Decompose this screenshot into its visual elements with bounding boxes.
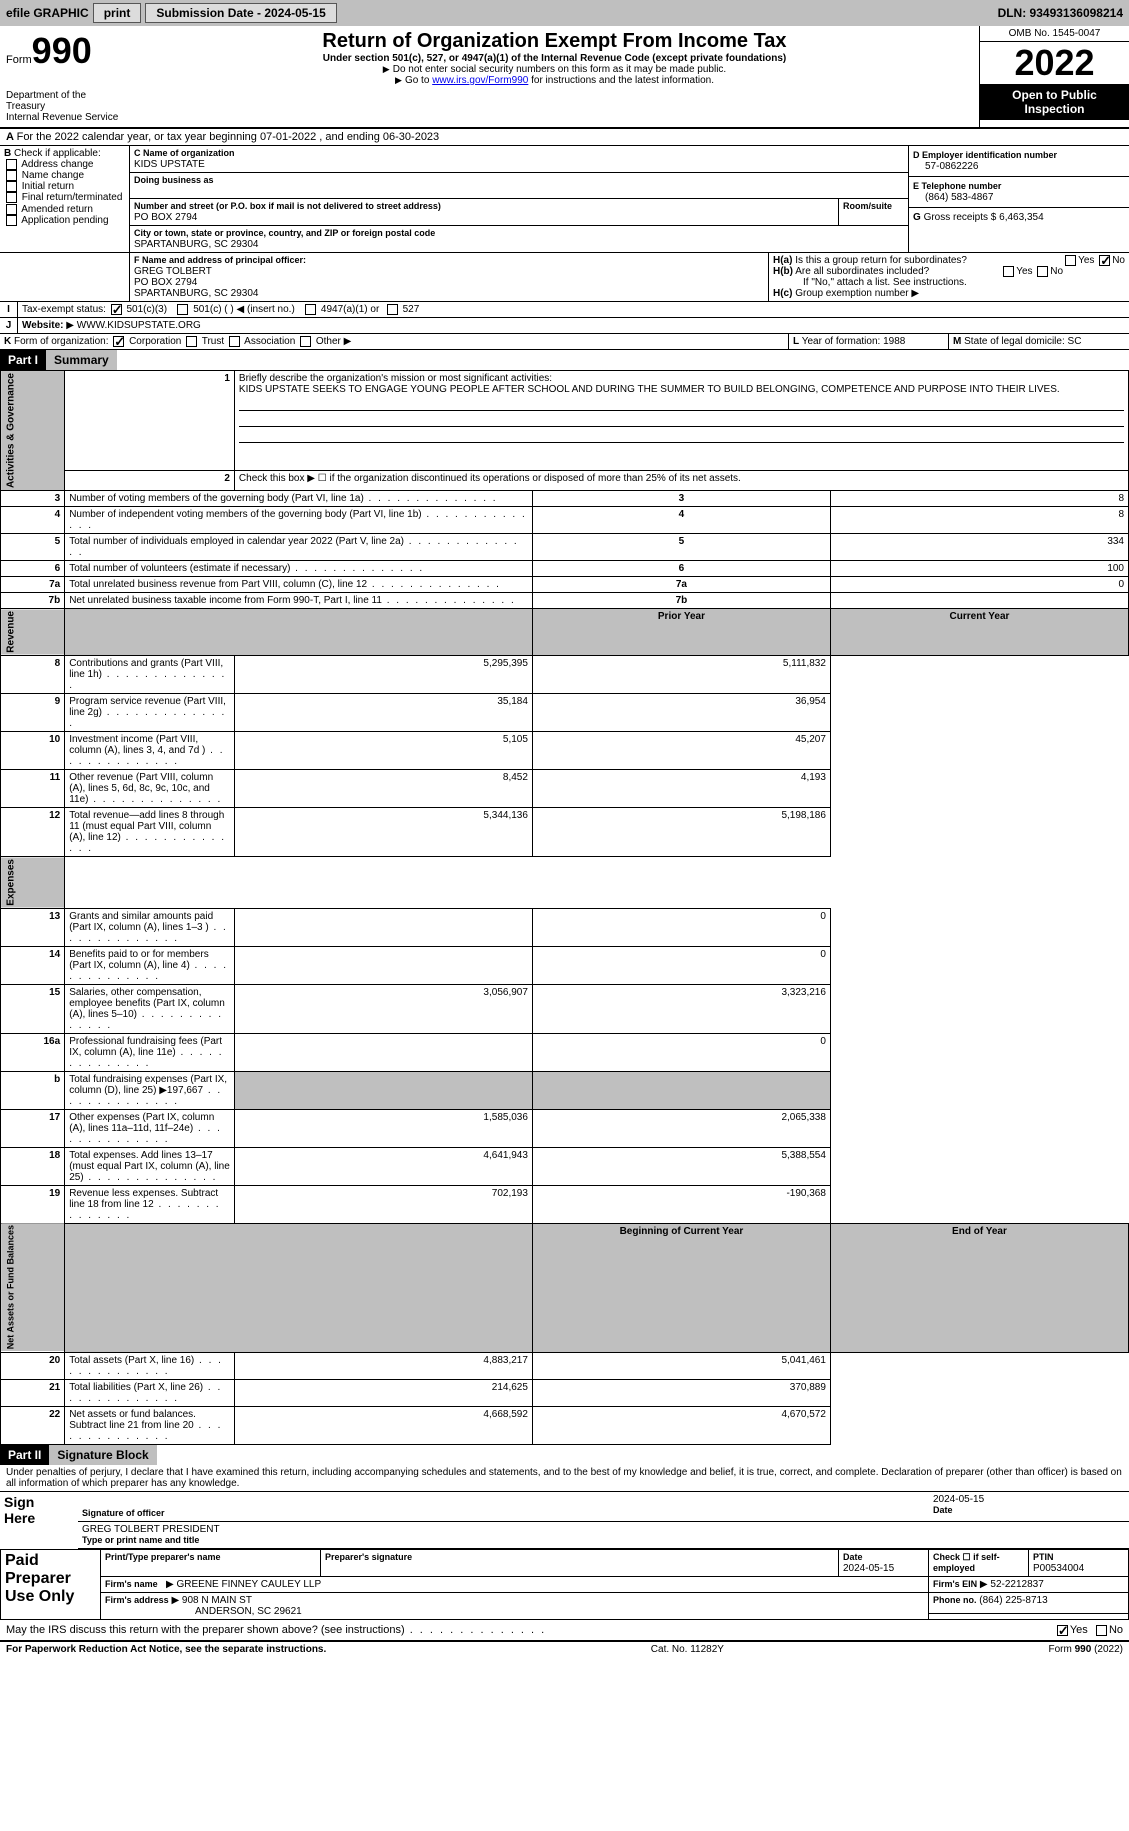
page-footer: For Paperwork Reduction Act Notice, see …	[0, 1641, 1129, 1657]
sign-here-block: Sign Here Signature of officer 2024-05-1…	[0, 1492, 1129, 1550]
efile-label: efile GRAPHIC	[6, 6, 89, 20]
year-formed: 1988	[883, 336, 905, 347]
checkb-amended-return: Amended return	[4, 204, 125, 215]
section-klm: K Form of organization: Corporation Trus…	[0, 334, 1129, 350]
corp-check[interactable]	[113, 336, 124, 347]
hb-no[interactable]	[1037, 266, 1048, 277]
officer-name: GREG TOLBERT	[134, 266, 212, 277]
instr1: Do not enter social security numbers on …	[134, 64, 975, 75]
irs-label: Internal Revenue Service	[6, 112, 124, 123]
hb-yes[interactable]	[1003, 266, 1014, 277]
omb-label: OMB No. 1545-0047	[980, 26, 1129, 42]
part2-header: Part IISignature Block	[0, 1445, 1129, 1465]
officer-name-title: GREG TOLBERT PRESIDENT	[82, 1524, 220, 1535]
public-badge: Open to Public Inspection	[980, 84, 1129, 120]
city: SPARTANBURG, SC 29304	[134, 239, 259, 250]
irs-link[interactable]: www.irs.gov/Form990	[432, 75, 528, 86]
declaration: Under penalties of perjury, I declare th…	[0, 1465, 1129, 1492]
form-title: Return of Organization Exempt From Incom…	[134, 30, 975, 53]
vtab-netassets: Net Assets or Fund Balances	[1, 1223, 65, 1352]
section-i: I Tax-exempt status: 501(c)(3) 501(c) ( …	[0, 302, 1129, 318]
year-block: OMB No. 1545-0047 2022 Open to Public In…	[979, 26, 1129, 127]
top-bar: efile GRAPHIC print Submission Date - 20…	[0, 0, 1129, 26]
section-b: B Check if applicable: Address change Na…	[0, 146, 130, 252]
title-block: Return of Organization Exempt From Incom…	[130, 26, 979, 127]
info-block: B Check if applicable: Address change Na…	[0, 146, 1129, 253]
checkb-final-return-terminated: Final return/terminated	[4, 192, 125, 203]
discuss-row: May the IRS discuss this return with the…	[0, 1620, 1129, 1641]
form-id-block: Form990 Department of the Treasury Inter…	[0, 26, 130, 127]
tax-year: 2022	[980, 42, 1129, 84]
subtitle: Under section 501(c), 527, or 4947(a)(1)…	[134, 53, 975, 64]
phone: (864) 583-4867	[913, 192, 993, 203]
submission-button[interactable]: Submission Date - 2024-05-15	[145, 3, 336, 23]
sig-date: 2024-05-15	[933, 1494, 984, 1505]
prep-phone: (864) 225-8713	[979, 1595, 1047, 1606]
print-button[interactable]: print	[93, 3, 142, 23]
part1-table: Activities & Governance 1 Briefly descri…	[0, 370, 1129, 1445]
org-name: KIDS UPSTATE	[134, 159, 205, 170]
checkb-initial-return: Initial return	[4, 181, 125, 192]
vtab-revenue: Revenue	[1, 609, 65, 656]
ptin: P00534004	[1033, 1563, 1084, 1574]
gross-receipts: 6,463,354	[999, 212, 1044, 223]
dept-label: Department of the Treasury	[6, 90, 124, 112]
firm-name: GREENE FINNEY CAULEY LLP	[176, 1579, 321, 1590]
section-fh: F Name and address of principal officer:…	[0, 253, 1129, 302]
ha-yes[interactable]	[1065, 255, 1076, 266]
checkb-address-change: Address change	[4, 159, 125, 170]
dln-label: DLN: 93493136098214	[998, 6, 1123, 20]
discuss-no[interactable]	[1096, 1625, 1107, 1636]
checkb-name-change: Name change	[4, 170, 125, 181]
vtab-activities: Activities & Governance	[1, 371, 65, 491]
section-a: A For the 2022 calendar year, or tax yea…	[0, 129, 1129, 146]
instr2: Go to www.irs.gov/Form990 for instructio…	[134, 75, 975, 86]
ein: 57-0862226	[913, 161, 978, 172]
checkb-application-pending: Application pending	[4, 215, 125, 226]
vtab-expenses: Expenses	[1, 857, 65, 909]
form-header: Form990 Department of the Treasury Inter…	[0, 26, 1129, 129]
paid-preparer-block: Paid Preparer Use Only Print/Type prepar…	[0, 1549, 1129, 1620]
discuss-yes[interactable]	[1057, 1625, 1068, 1636]
section-deg: D Employer identification number57-08622…	[909, 146, 1129, 252]
section-j: J Website: ▶ WWW.KIDSUPSTATE.ORG	[0, 318, 1129, 334]
form-number: 990	[32, 30, 92, 71]
ha-no[interactable]	[1099, 255, 1110, 266]
501c3-check[interactable]	[111, 304, 122, 315]
domicile: SC	[1068, 336, 1082, 347]
firm-ein: 52-2212837	[990, 1579, 1043, 1590]
street: PO BOX 2794	[134, 212, 197, 223]
mission-text: KIDS UPSTATE SEEKS TO ENGAGE YOUNG PEOPL…	[239, 384, 1060, 395]
section-c: C Name of organizationKIDS UPSTATE Doing…	[130, 146, 909, 252]
form-word: Form	[6, 54, 32, 66]
part1-header: Part ISummary	[0, 350, 1129, 370]
website: WWW.KIDSUPSTATE.ORG	[77, 320, 201, 331]
